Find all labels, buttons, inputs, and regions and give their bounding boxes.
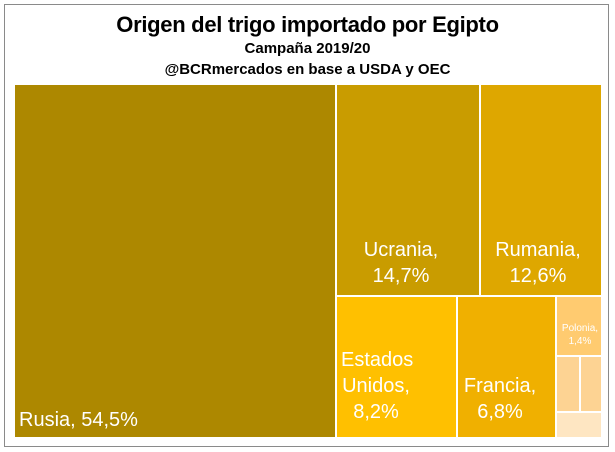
treemap-tile-rumania: Rumania, 12,6% — [480, 84, 602, 296]
chart-title: Origen del trigo importado por Egipto — [116, 12, 499, 37]
treemap-label: Ucrania, 14,7% — [363, 239, 439, 287]
treemap-label: Francia, 6,8% — [463, 375, 537, 423]
treemap-tile-polonia: Polonia, 1,4% — [556, 296, 602, 356]
treemap-tile-other-6 — [556, 356, 580, 412]
treemap-tile-ucrania: Ucrania, 14,7% — [336, 84, 480, 296]
chart-source: @BCRmercados en base a USDA y OEC — [164, 61, 451, 78]
treemap-tile-francia: Francia, 6,8% — [457, 296, 556, 438]
treemap-label: Polonia, 1,4% — [561, 323, 599, 347]
treemap-tile-other-7 — [580, 356, 602, 412]
treemap-tile-estados-unidos: Estados Unidos, 8,2% — [336, 296, 457, 438]
treemap-tile-rusia: Rusia, 54,5% — [14, 84, 336, 438]
treemap-label: Estados Unidos, 8,2% — [341, 349, 414, 423]
chart-subtitle: Campaña 2019/20 — [244, 40, 371, 57]
treemap-label: Rumania, 12,6% — [495, 239, 581, 287]
treemap-label: Rusia, 54,5% — [19, 409, 138, 431]
treemap-tile-other-8 — [556, 412, 602, 438]
